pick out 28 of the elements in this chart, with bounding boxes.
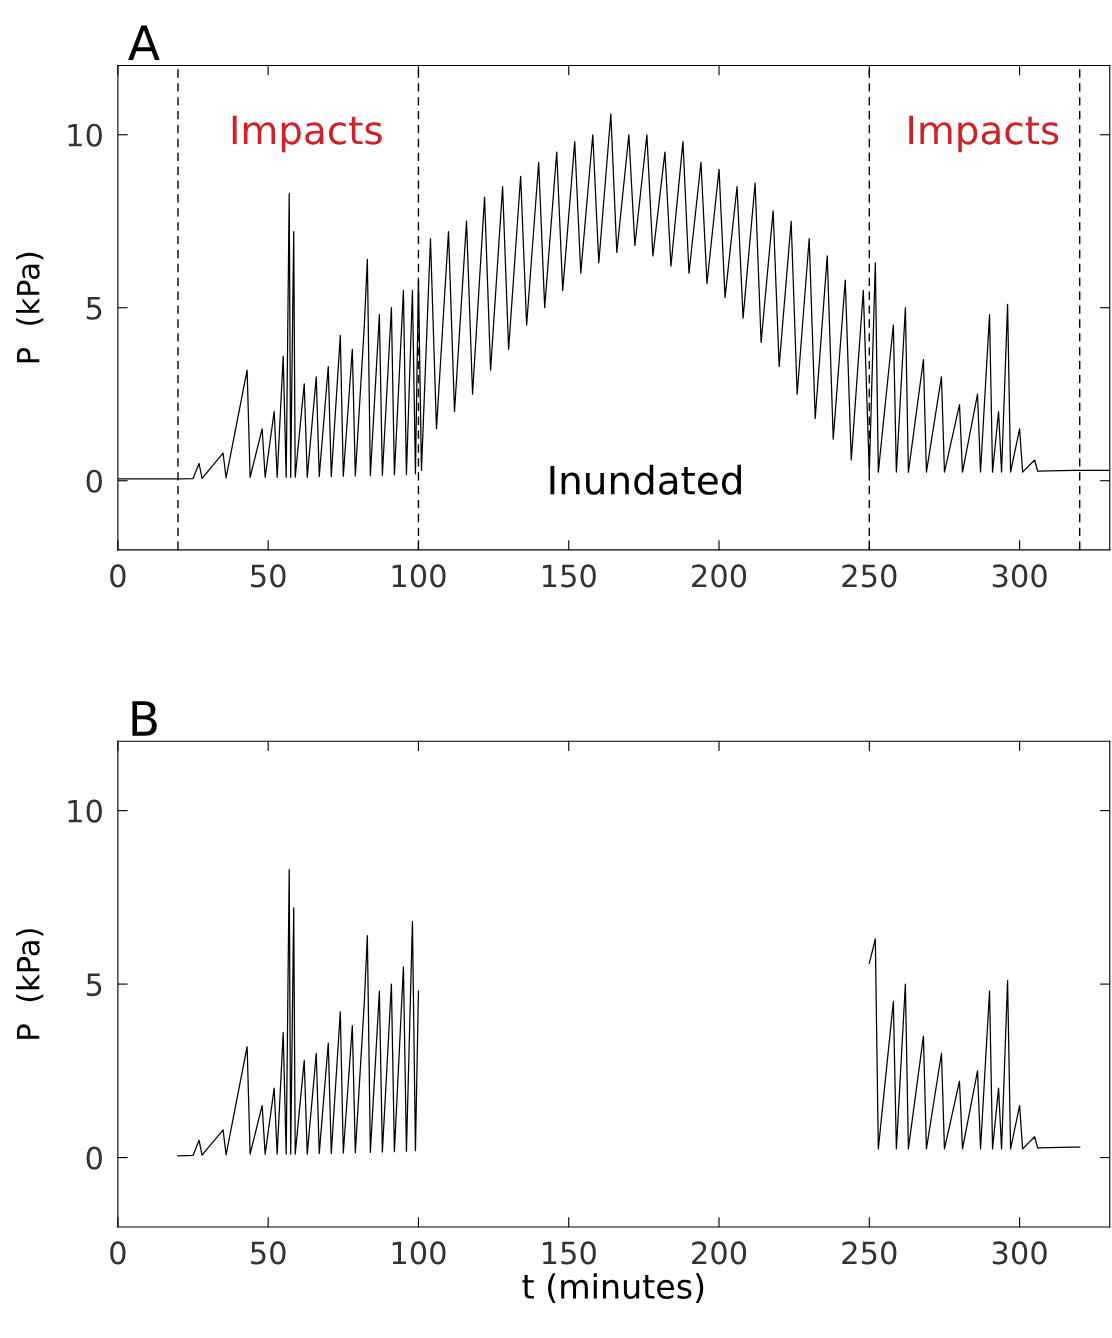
- x-tick-label: 0: [110, 564, 126, 588]
- y-tick-label: 5: [86, 973, 102, 997]
- x-axis-title: t (minutes): [522, 1273, 704, 1303]
- x-tick-label: 250: [842, 1241, 897, 1265]
- y-tick-label: 10: [68, 799, 102, 823]
- y-tick-label: 0: [86, 469, 102, 493]
- y-axis-title: P (kPa): [16, 929, 44, 1039]
- x-tick-label: 0: [110, 1241, 126, 1265]
- x-tick-label: 50: [251, 1241, 286, 1265]
- y-axis-title: P (kPa): [16, 252, 44, 363]
- x-tick-label: 100: [392, 564, 446, 588]
- chart-title: B: [132, 701, 157, 736]
- annotation: Impacts: [909, 115, 1059, 153]
- x-tick-label: 100: [392, 1241, 446, 1265]
- y-tick-label: 5: [86, 297, 102, 320]
- x-tick-label: 250: [842, 564, 897, 588]
- annotation: Impacts: [232, 115, 382, 153]
- x-tick-label: 300: [992, 1241, 1047, 1265]
- x-tick-label: 50: [251, 564, 286, 588]
- x-tick-label: 200: [692, 564, 747, 588]
- x-tick-label: 200: [692, 1241, 747, 1265]
- annotation: Inundated: [550, 464, 741, 495]
- x-tick-label: 150: [542, 564, 596, 588]
- y-tick-label: 0: [86, 1146, 102, 1170]
- x-tick-label: 150: [542, 1241, 596, 1265]
- x-tick-label: 300: [992, 564, 1047, 588]
- y-tick-label: 10: [68, 123, 102, 147]
- chart-title: A: [128, 25, 160, 61]
